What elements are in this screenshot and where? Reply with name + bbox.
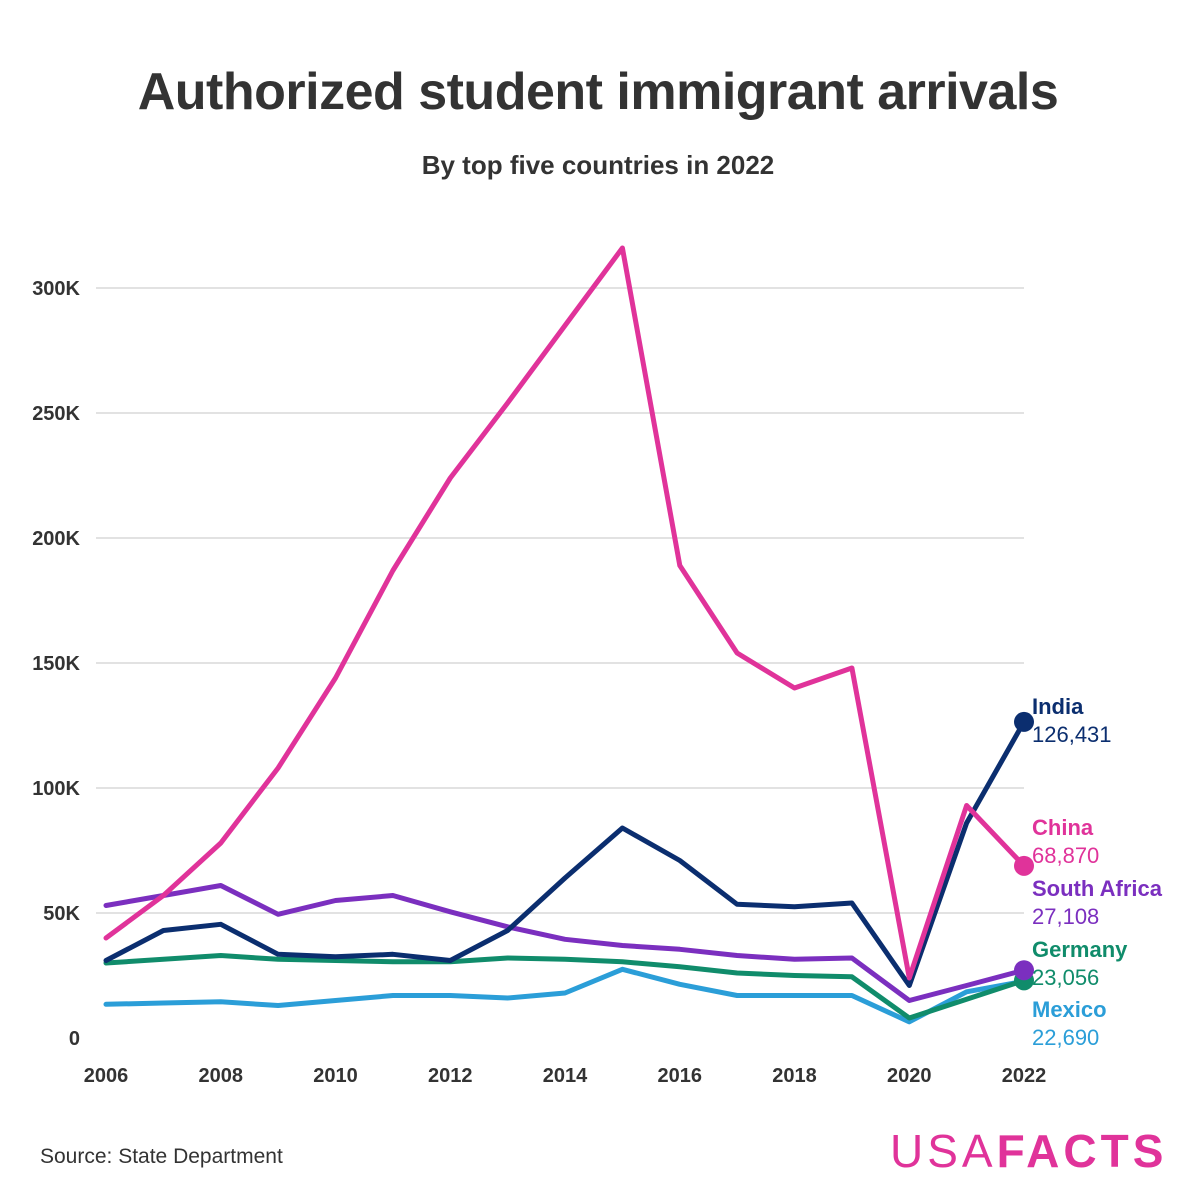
end-marker-india [1014,711,1034,732]
label-value-india: 126,431 [1032,722,1112,747]
grid-lines [96,287,1024,914]
label-name-south-africa: South Africa [1032,876,1163,901]
y-tick-label: 50K [43,903,80,925]
usafacts-logo: USAFACTS [890,1124,1167,1178]
label-value-china: 68,870 [1032,843,1099,868]
label-name-mexico: Mexico [1032,997,1107,1022]
y-axis-ticks: 0 50K 100K 150K 200K 250K 300K [32,278,80,1050]
end-marker-south-africa [1014,960,1034,981]
source-note: Source: State Department [40,1145,283,1168]
series-line-germany [103,953,1027,1021]
x-tick-label: 2020 [887,1065,932,1087]
label-value-south-africa: 27,108 [1032,904,1099,929]
series-line-india [103,719,1027,988]
label-value-germany: 23,056 [1032,965,1099,990]
y-tick-label: 250K [32,403,80,425]
end-marker-china [1014,855,1034,876]
y-tick-label: 200K [32,528,80,550]
x-tick-label: 2018 [772,1065,817,1087]
label-name-germany: Germany [1032,937,1128,962]
x-tick-label: 2022 [1002,1065,1047,1087]
label-name-india: India [1032,694,1084,719]
x-tick-label: 2016 [658,1065,703,1087]
end-labels: China 68,870 India 126,431 South Africa 27,10… [1032,694,1163,1050]
x-tick-label: 2006 [84,1065,129,1087]
label-name-china: China [1032,815,1094,840]
x-tick-label: 2010 [313,1065,358,1087]
x-axis-ticks: 2006 2008 2010 2012 2014 2016 2018 2020 2022 [84,1065,1047,1087]
logo-part-facts: FACTS [996,1125,1168,1177]
chart-subtitle: By top five countries in 2022 [421,150,775,180]
logo-part-usa: USA [890,1125,997,1177]
y-tick-label: 100K [32,778,80,800]
chart-title: Authorized student immigrant arrivals [137,63,1059,121]
y-tick-label: 300K [32,278,80,300]
y-tick-label: 0 [69,1028,80,1050]
y-tick-label: 150K [32,653,80,675]
series-line-mexico [103,966,1027,1025]
series-line-south-africa [103,883,1027,1003]
end-markers [1014,711,1034,991]
x-tick-label: 2008 [199,1065,244,1087]
label-value-mexico: 22,690 [1032,1025,1099,1050]
x-tick-label: 2014 [543,1065,588,1087]
x-tick-label: 2012 [428,1065,473,1087]
series-line-china [103,245,1027,981]
series-lines [103,245,1027,1025]
